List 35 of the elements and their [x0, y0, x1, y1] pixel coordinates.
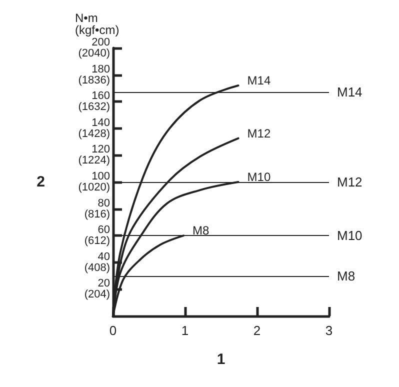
- y-tick-label: 140: [92, 116, 110, 129]
- ref-line-label: M14: [337, 84, 362, 100]
- x-tick-label: 2: [253, 323, 261, 338]
- series-label: M12: [247, 126, 271, 140]
- y-tick-label: 80: [98, 197, 110, 210]
- ref-line-label: M12: [337, 174, 362, 190]
- y2-tick-label: (1632): [78, 101, 110, 114]
- series-label: M14: [247, 74, 271, 88]
- y-tick-label: 40: [98, 250, 110, 263]
- ref-line-label: M8: [337, 268, 356, 284]
- x-tick-label: 3: [325, 323, 333, 338]
- y2-tick-label: (204): [84, 288, 110, 301]
- y-tick-label: 200: [92, 36, 110, 48]
- y-tick-label: 20: [98, 278, 110, 290]
- y-tick-label: 160: [92, 90, 110, 102]
- series-label: M10: [247, 170, 271, 184]
- ref-line-label: M10: [337, 228, 362, 244]
- x-axis-title: 1: [216, 351, 226, 368]
- y2-tick-label: (2040): [78, 48, 110, 60]
- y2-tick-label: (612): [84, 235, 110, 248]
- y-tick-label: 120: [92, 144, 110, 156]
- y-tick-label: 100: [92, 170, 110, 182]
- x-tick-label: 0: [109, 323, 117, 338]
- y2-tick-label: (1836): [78, 74, 110, 86]
- y2-axis-title: 2: [36, 174, 45, 190]
- y-tick-label: 60: [98, 224, 110, 236]
- series-label: M8: [192, 224, 210, 238]
- y2-tick-label: (1428): [78, 128, 110, 140]
- y2-tick-label: (816): [84, 208, 110, 220]
- text: N•m (kgf•cm): [75, 11, 120, 37]
- y2-tick-label: (1020): [78, 182, 110, 194]
- x-tick-label: 1: [181, 323, 189, 338]
- y2-tick-label: (408): [84, 262, 110, 274]
- y2-tick-label: (1224): [78, 154, 110, 167]
- y-tick-label: 180: [92, 63, 110, 76]
